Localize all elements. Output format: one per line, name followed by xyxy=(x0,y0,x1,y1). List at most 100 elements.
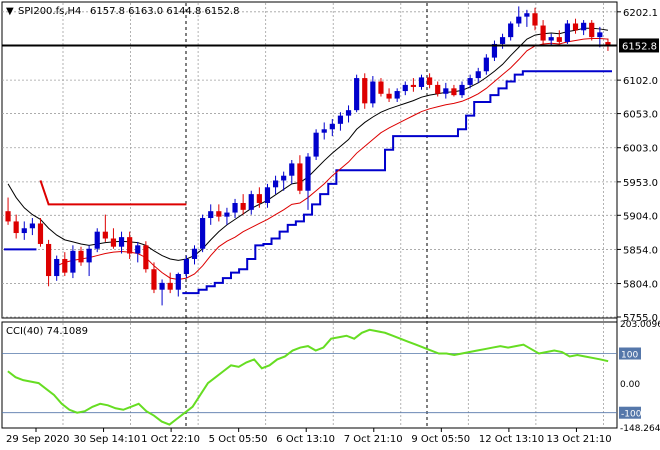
price-tick-label: 5904.0 xyxy=(623,211,658,222)
cci-tick-label: 0.00 xyxy=(620,380,640,390)
candle xyxy=(548,33,554,47)
candle xyxy=(54,255,60,281)
candle xyxy=(289,160,295,184)
candle xyxy=(418,74,425,90)
candle xyxy=(345,105,352,123)
candle xyxy=(86,245,92,277)
candle xyxy=(321,122,327,140)
candle xyxy=(240,194,246,215)
candle xyxy=(313,129,319,160)
candle xyxy=(354,74,360,113)
time-label: 7 Oct 21:10 xyxy=(344,434,403,445)
candle xyxy=(297,155,303,195)
price-tick-label: 5804.0 xyxy=(623,280,658,291)
candle-body xyxy=(402,84,408,92)
candle xyxy=(272,175,279,195)
candle xyxy=(410,78,416,92)
time-label: 29 Sep 2020 xyxy=(6,434,69,445)
candle xyxy=(224,207,230,225)
price-tick-label: 6003.0 xyxy=(623,144,658,155)
candle-body xyxy=(459,84,465,96)
candle xyxy=(451,84,457,97)
candle xyxy=(216,204,222,222)
cci-panel xyxy=(1,321,618,429)
candle-body xyxy=(102,231,108,239)
candle-body xyxy=(597,32,603,38)
time-label: 13 Oct 21:10 xyxy=(546,434,611,445)
candle-body xyxy=(248,194,254,210)
candle-body xyxy=(151,269,157,290)
candle-body xyxy=(564,23,571,42)
candle-body xyxy=(37,223,44,244)
cci-level-tag xyxy=(619,347,641,360)
candle xyxy=(94,228,100,253)
candle xyxy=(459,81,465,98)
chart-symbol: SPI200.fs,H4 xyxy=(18,6,81,17)
candle-body xyxy=(127,237,133,254)
candle xyxy=(435,81,441,97)
price-tick-label: 5755.0 xyxy=(623,313,658,324)
chart-menu-icon[interactable]: ▼ xyxy=(6,6,14,17)
candle xyxy=(467,74,473,89)
candle-body xyxy=(589,22,595,38)
cci-level-tag xyxy=(619,406,641,419)
candle xyxy=(540,20,546,44)
candle-body xyxy=(491,43,498,58)
candle xyxy=(127,231,133,259)
cci-line xyxy=(7,328,609,426)
candle xyxy=(329,119,335,137)
candle xyxy=(305,153,311,210)
cci-tick-label: 203.0096 xyxy=(620,320,660,330)
time-label: 1 Oct 22:10 xyxy=(141,434,200,445)
candle xyxy=(29,218,35,236)
candle-body xyxy=(94,231,100,249)
candle-body xyxy=(581,22,587,31)
candle-body xyxy=(483,57,489,72)
candle xyxy=(597,26,603,48)
candle-body xyxy=(321,129,327,133)
candle xyxy=(427,73,433,89)
candle xyxy=(70,245,76,279)
candle xyxy=(208,204,214,225)
cci-series xyxy=(7,328,609,426)
candle-body xyxy=(305,156,311,191)
price-tick-label: 5854.0 xyxy=(623,245,658,256)
current-price-label: 6152.8 xyxy=(622,41,657,52)
chart-ohlc: 6157.8 6163.0 6144.8 6152.8 xyxy=(90,6,240,17)
candle xyxy=(200,214,206,253)
candle-body xyxy=(232,203,238,213)
candle xyxy=(45,239,52,287)
candle-body xyxy=(13,221,19,234)
candle xyxy=(378,78,384,97)
candle-body xyxy=(175,273,181,290)
axes: 6202.1 6152.8 6102.0 6053.0 6003.0 5953.0 5904… xyxy=(6,8,660,445)
candle xyxy=(183,255,189,279)
candle-body xyxy=(427,77,433,85)
candle xyxy=(232,198,238,219)
candle-body xyxy=(499,37,506,44)
time-label: 5 Oct 05:50 xyxy=(209,434,268,445)
candle xyxy=(508,21,514,41)
candle-body xyxy=(435,84,441,94)
candle xyxy=(256,187,262,208)
candle-body xyxy=(451,88,457,96)
candle-body xyxy=(524,13,530,17)
candle-body xyxy=(21,228,27,234)
candle xyxy=(532,7,538,31)
candle-body xyxy=(45,243,52,277)
candle-body xyxy=(224,212,230,217)
candle xyxy=(5,197,11,225)
candle xyxy=(102,214,108,242)
price-tick-label: 5953.0 xyxy=(623,178,658,189)
candle xyxy=(483,54,489,75)
candle-body xyxy=(378,81,384,94)
candle xyxy=(564,20,571,44)
candle-body xyxy=(86,248,92,263)
candle-body xyxy=(62,258,68,273)
candle xyxy=(491,40,498,62)
candle-body xyxy=(467,78,473,85)
candle xyxy=(118,231,125,254)
candle-body xyxy=(418,77,425,87)
candle xyxy=(394,88,400,102)
